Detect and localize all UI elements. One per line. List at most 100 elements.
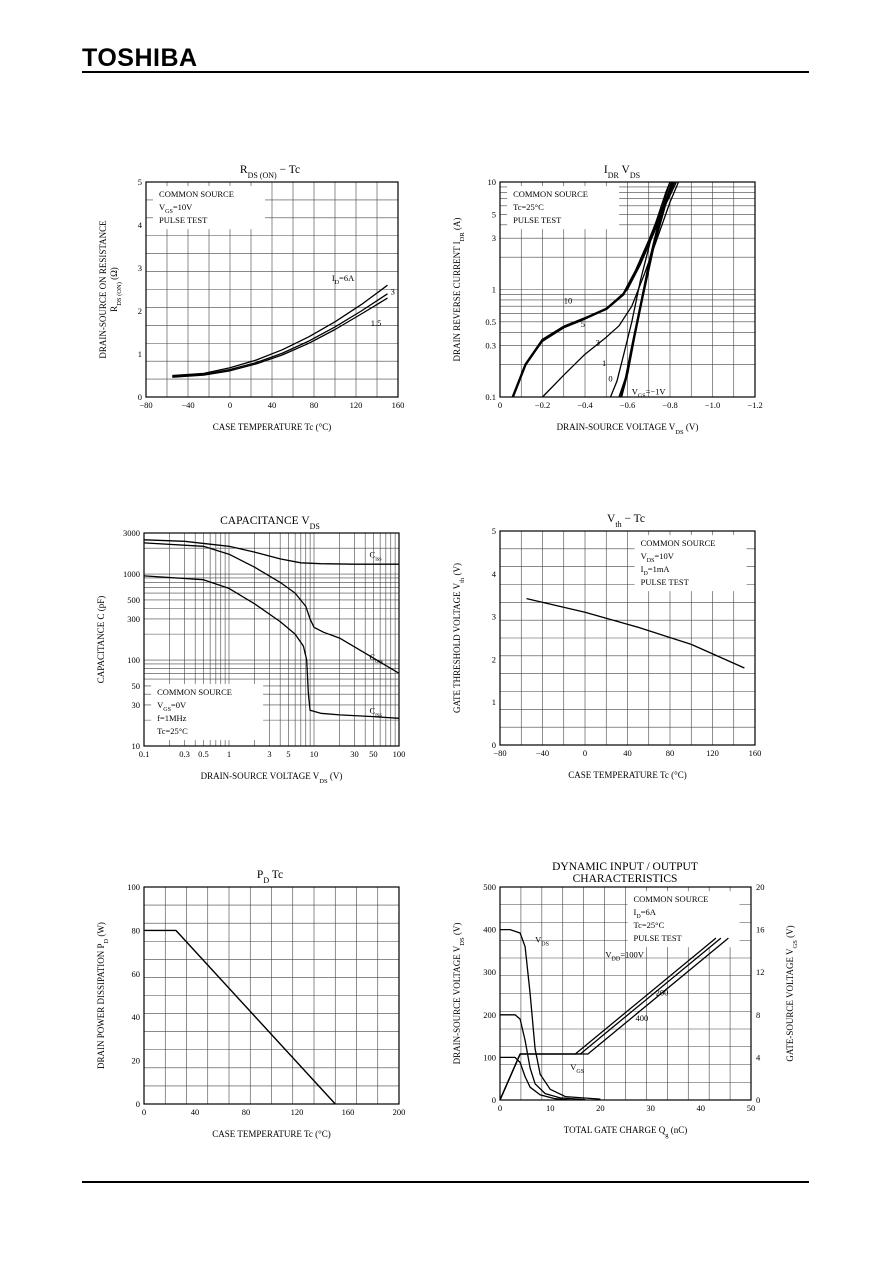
idr-vds-y-tick-label: 1 <box>492 285 496 295</box>
idr-vds-chart: COMMON SOURCE Tc=25°C PULSE TEST 0 −0.2 −0.4 −… <box>452 164 763 436</box>
pd-tc-y-tick-label: 0 <box>136 1099 140 1109</box>
idr-vds-y-tick-label: 5 <box>492 209 496 219</box>
cap-vds-title: CAPACITANCE VDS <box>220 515 320 531</box>
dyn-io-y2-label: GATE-SOURCE VOLTAGE VGS (V) <box>785 925 799 1061</box>
vth-tc-x-tick-label: −40 <box>536 748 549 758</box>
idr-vds-plot-frame <box>499 181 756 398</box>
idr-vds-x-tick-label: −0.4 <box>577 400 593 410</box>
idr-vds-annotation: 5 <box>581 319 585 329</box>
rds-tc-x-tick-label: 120 <box>350 400 363 410</box>
dyn-io-legend-line: COMMON SOURCE <box>634 894 709 904</box>
cap-vds-x-tick-label: 0.3 <box>179 749 190 759</box>
rds-tc-annotation: 1.5 <box>371 318 382 328</box>
dyn-io-title: DYNAMIC INPUT / OUTPUT <box>552 861 698 873</box>
rds-tc-y-tick-label: 1 <box>138 349 142 359</box>
dyn-io-y2-tick-label: 16 <box>756 925 765 935</box>
dyn-io-y2-tick-label: 20 <box>756 882 765 892</box>
rds-tc-y-tick-label: 5 <box>138 177 142 187</box>
rds-tc-x-tick-label: 0 <box>228 400 232 410</box>
pd-tc-x-tick-label: 0 <box>142 1107 146 1117</box>
idr-vds-x-tick-label: 0 <box>498 400 502 410</box>
cap-vds-x-tick-label: 1 <box>227 749 231 759</box>
idr-vds-curve-3 <box>542 181 680 398</box>
pd-tc-x-tick-label: 200 <box>393 1107 406 1117</box>
rds-tc-grid <box>146 182 398 397</box>
pd-tc-x-tick-label: 120 <box>291 1107 304 1117</box>
vth-tc-curve-vth <box>526 597 745 669</box>
idr-vds-y-tick-label: 3 <box>492 233 496 243</box>
dyn-io-legend-line: Tc=25°C <box>634 920 665 930</box>
dyn-io-y-tick-label: 0 <box>492 1095 496 1105</box>
dyn-io-y-tick-label: 500 <box>483 882 496 892</box>
cap-vds-curve-crss <box>143 575 400 719</box>
pd-tc-x-tick-label: 80 <box>242 1107 251 1117</box>
idr-vds-title: IDR VDS <box>604 164 640 180</box>
dyn-io-x-tick-label: 0 <box>498 1103 502 1113</box>
dyn-io-x-tick-label: 40 <box>697 1103 706 1113</box>
dyn-io-y2-tick-label: 4 <box>756 1052 761 1062</box>
dyn-io-title-line2: CHARACTERISTICS <box>573 873 678 885</box>
rds-tc-y-tick-label: 4 <box>138 220 143 230</box>
cap-vds-y-tick-label: 500 <box>127 595 140 605</box>
dyn-io-y-tick-label: 200 <box>483 1010 496 1020</box>
idr-vds-curve-vgs-1v <box>619 181 674 398</box>
idr-vds-y-tick-label: 0.1 <box>485 392 496 402</box>
idr-vds-y-tick-label: 0.5 <box>485 317 496 327</box>
rds-tc-annotation: 3 <box>391 287 395 297</box>
cap-vds-x-tick-label: 100 <box>393 749 406 759</box>
header-rule <box>82 71 809 73</box>
rds-tc-legend-line: PULSE TEST <box>159 215 208 225</box>
vth-tc-x-tick-label: 0 <box>583 748 587 758</box>
idr-vds-legend-line: COMMON SOURCE <box>513 189 588 199</box>
dyn-io-x-tick-label: 30 <box>646 1103 655 1113</box>
pd-tc-x-label: CASE TEMPERATURE Tc (°C) <box>212 1129 330 1139</box>
idr-vds-x-tick-label: −0.6 <box>620 400 635 410</box>
rds-tc-annotation: ID=6A <box>332 273 355 286</box>
idr-vds-legend-line: PULSE TEST <box>513 215 562 225</box>
dyn-io-curve-vds-100 <box>500 1056 571 1101</box>
rds-tc-y-label: DRAIN-SOURCE ON RESISTANCE <box>98 220 108 359</box>
idr-vds-x-label: DRAIN-SOURCE VOLTAGE VDS (V) <box>557 422 699 436</box>
dyn-io-x-tick-label: 10 <box>546 1103 555 1113</box>
rds-tc-title: RDS (ON) − Tc <box>240 164 300 180</box>
rds-tc-x-tick-label: 80 <box>310 400 319 410</box>
pd-tc-y-tick-label: 60 <box>132 969 141 979</box>
dyn-io-y2-tick-label: 8 <box>756 1010 760 1020</box>
cap-vds-x-tick-label: 30 <box>350 749 359 759</box>
rds-tc-curve-3 <box>172 293 388 378</box>
pd-tc-x-tick-label: 160 <box>342 1107 355 1117</box>
rds-tc-y-tick-label: 3 <box>138 263 142 273</box>
dyn-io-plot-frame <box>499 886 752 1101</box>
cap-vds-y-tick-label: 10 <box>132 741 141 751</box>
dyn-io-x-tick-label: 50 <box>747 1103 756 1113</box>
pd-tc-curve-pd <box>144 929 336 1105</box>
dyn-io-grid <box>500 887 751 1100</box>
vth-tc-y-tick-label: 3 <box>492 612 496 622</box>
vth-tc-legend-bg <box>634 535 747 592</box>
pd-tc-y-label: DRAIN POWER DISSIPATION PD (W) <box>96 922 110 1069</box>
cap-vds-y-tick-label: 300 <box>127 614 140 624</box>
idr-vds-y-label: DRAIN REVERSE CURRENT IDR (A) <box>452 218 466 362</box>
dyn-io-y-label: DRAIN-SOURCE VOLTAGE VDS (V) <box>452 923 466 1065</box>
rds-tc-x-tick-label: 160 <box>392 400 405 410</box>
idr-vds-x-tick-label: −0.2 <box>535 400 550 410</box>
idr-vds-legend-bg <box>507 186 620 230</box>
dyn-io-annotation: 200 <box>656 988 669 998</box>
vth-tc-x-tick-label: 40 <box>623 748 632 758</box>
cap-vds-x-tick-label: 3 <box>267 749 271 759</box>
rds-tc-y-tick-label: 2 <box>138 306 142 316</box>
pd-tc-plot-frame <box>143 886 400 1105</box>
rds-tc-legend-line: COMMON SOURCE <box>159 189 234 199</box>
pd-tc-title: PD Tc <box>257 869 283 885</box>
dyn-io-annotation: 400 <box>636 1013 649 1023</box>
vth-tc-x-tick-label: 80 <box>666 748 675 758</box>
idr-vds-x-tick-label: −0.8 <box>662 400 677 410</box>
vth-tc-x-tick-label: 120 <box>706 748 719 758</box>
cap-vds-y-tick-label: 1000 <box>123 569 140 579</box>
vth-tc-y-tick-label: 5 <box>492 526 496 536</box>
cap-vds-x-tick-label: 5 <box>286 749 290 759</box>
idr-vds-annotation: 0 <box>608 373 612 383</box>
